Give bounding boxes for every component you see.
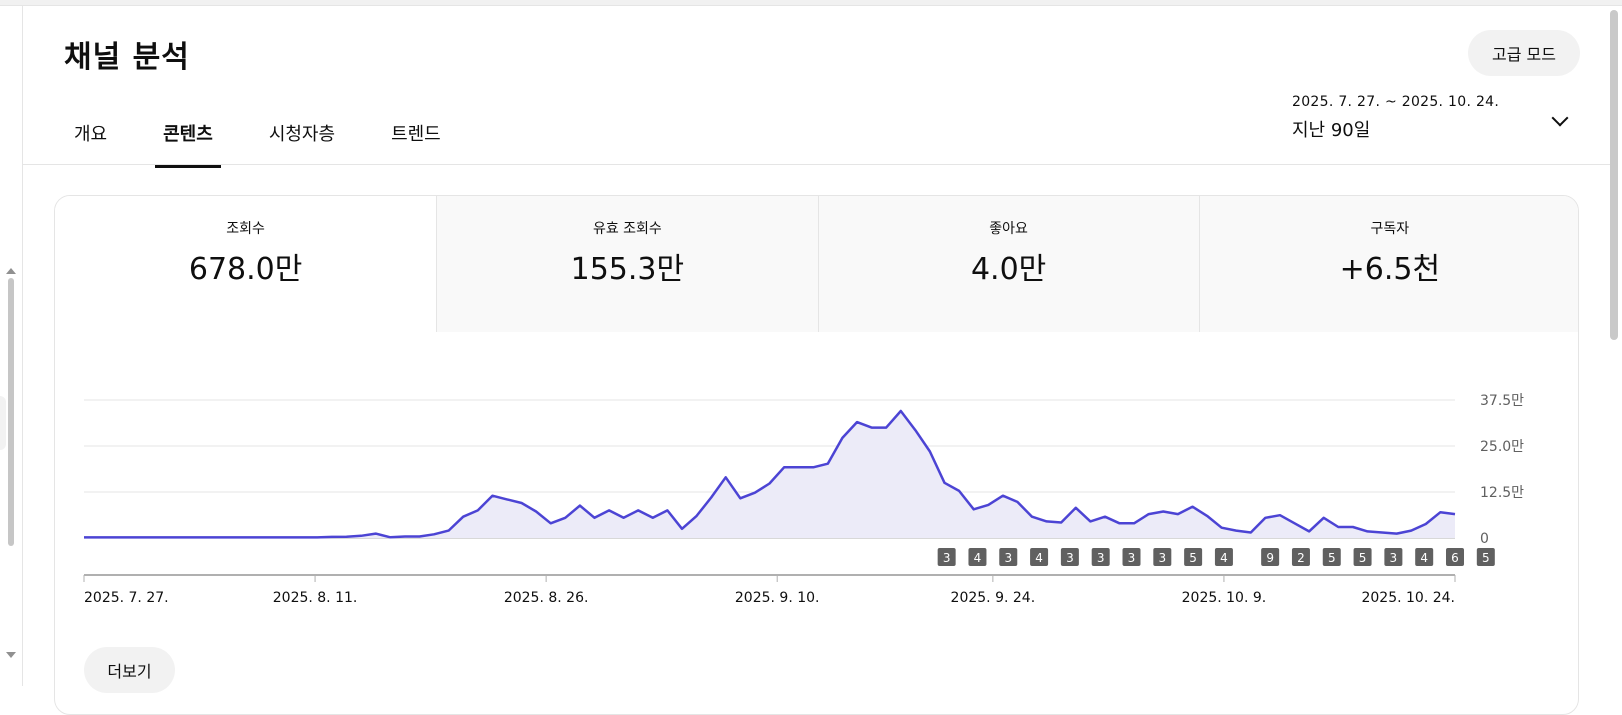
scroll-up-arrow-icon[interactable] — [6, 268, 16, 274]
metric-label: 좋아요 — [989, 221, 1028, 237]
page-title: 채널 분석 — [64, 40, 190, 75]
date-range-label: 지난 90일 — [1292, 120, 1371, 141]
top-border — [0, 0, 1622, 6]
metric-label: 유효 조회수 — [592, 221, 662, 237]
scroll-down-arrow-icon[interactable] — [6, 652, 16, 658]
metric-label: 구독자 — [1370, 221, 1410, 237]
page-scrollbar-thumb[interactable] — [1610, 10, 1618, 340]
side-handle — [0, 396, 6, 450]
left-rail — [0, 6, 23, 686]
more-button[interactable]: 더보기 — [84, 647, 175, 693]
date-range-dates: 2025. 7. 27. ~ 2025. 10. 24. — [1292, 94, 1500, 110]
tab-bar: 개요 콘텐츠 시청자층 트렌드 — [56, 108, 479, 168]
left-scrollbar-thumb[interactable] — [8, 278, 14, 546]
tabs-divider — [23, 164, 1610, 165]
metric-label: 조회수 — [226, 221, 265, 237]
tab-trends[interactable]: 트렌드 — [391, 124, 441, 145]
metric-value: +6.5천 — [1339, 252, 1441, 287]
metric-value: 155.3만 — [570, 252, 685, 287]
metric-views[interactable]: 조회수 678.0만 — [55, 196, 437, 332]
tab-content[interactable]: 콘텐츠 — [145, 108, 231, 168]
metric-tabs: 조회수 678.0만 유효 조회수 155.3만 좋아요 4.0만 구독자 +6… — [55, 196, 1578, 332]
advanced-mode-button[interactable]: 고급 모드 — [1468, 30, 1580, 76]
metric-likes[interactable]: 좋아요 4.0만 — [817, 196, 1199, 332]
metric-subscribers[interactable]: 구독자 +6.5천 — [1198, 196, 1578, 332]
date-range-selector[interactable]: 2025. 7. 27. ~ 2025. 10. 24. 지난 90일 — [1292, 94, 1592, 144]
metric-value: 4.0만 — [970, 252, 1047, 287]
metric-engaged-views[interactable]: 유효 조회수 155.3만 — [436, 196, 818, 332]
chevron-down-icon — [1551, 109, 1569, 127]
tab-overview[interactable]: 개요 — [74, 124, 108, 145]
analytics-card: 조회수 678.0만 유효 조회수 155.3만 좋아요 4.0만 구독자 +6… — [54, 195, 1579, 715]
tab-audience[interactable]: 시청자층 — [268, 124, 336, 145]
metric-value: 678.0만 — [188, 252, 303, 287]
